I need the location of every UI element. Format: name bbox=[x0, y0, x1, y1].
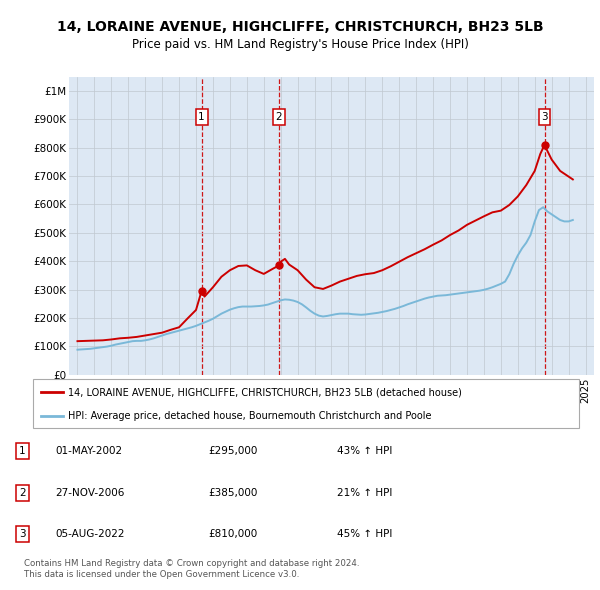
Text: This data is licensed under the Open Government Licence v3.0.: This data is licensed under the Open Gov… bbox=[24, 570, 299, 579]
Text: 2: 2 bbox=[19, 488, 26, 497]
Text: £385,000: £385,000 bbox=[208, 488, 257, 497]
Text: 43% ↑ HPI: 43% ↑ HPI bbox=[337, 447, 393, 456]
Text: 45% ↑ HPI: 45% ↑ HPI bbox=[337, 529, 393, 539]
Text: 27-NOV-2006: 27-NOV-2006 bbox=[55, 488, 125, 497]
Text: Contains HM Land Registry data © Crown copyright and database right 2024.: Contains HM Land Registry data © Crown c… bbox=[24, 559, 359, 568]
Text: 21% ↑ HPI: 21% ↑ HPI bbox=[337, 488, 393, 497]
Text: 3: 3 bbox=[19, 529, 26, 539]
Text: 2: 2 bbox=[275, 112, 283, 122]
Text: HPI: Average price, detached house, Bournemouth Christchurch and Poole: HPI: Average price, detached house, Bour… bbox=[68, 411, 432, 421]
Text: 1: 1 bbox=[19, 447, 26, 456]
Text: 01-MAY-2002: 01-MAY-2002 bbox=[55, 447, 122, 456]
Text: £810,000: £810,000 bbox=[208, 529, 257, 539]
Text: £295,000: £295,000 bbox=[208, 447, 257, 456]
Text: Price paid vs. HM Land Registry's House Price Index (HPI): Price paid vs. HM Land Registry's House … bbox=[131, 38, 469, 51]
Text: 14, LORAINE AVENUE, HIGHCLIFFE, CHRISTCHURCH, BH23 5LB: 14, LORAINE AVENUE, HIGHCLIFFE, CHRISTCH… bbox=[56, 19, 544, 34]
Text: 05-AUG-2022: 05-AUG-2022 bbox=[55, 529, 125, 539]
Text: 3: 3 bbox=[541, 112, 548, 122]
Text: 1: 1 bbox=[198, 112, 205, 122]
Text: 14, LORAINE AVENUE, HIGHCLIFFE, CHRISTCHURCH, BH23 5LB (detached house): 14, LORAINE AVENUE, HIGHCLIFFE, CHRISTCH… bbox=[68, 388, 463, 398]
